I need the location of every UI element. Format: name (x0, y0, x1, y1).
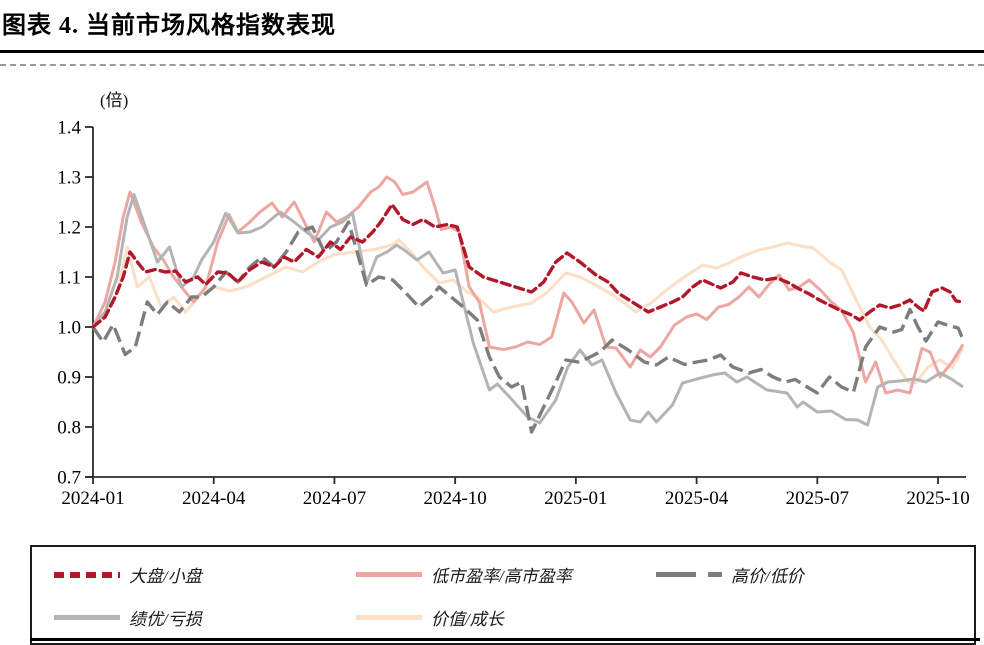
legend-item-bluechip-vs-loss: 绩优/亏损 (54, 596, 356, 639)
series-line-2 (91, 220, 965, 434)
legend-label: 低市盈率/高市盈率 (431, 567, 572, 586)
y-tick-label: 0.8 (57, 418, 81, 439)
legend-item-high-vs-low-price: 高价/低价 (656, 553, 974, 596)
y-tick-label: 0.7 (57, 468, 81, 489)
y-axis-unit-label: (倍) (100, 91, 129, 110)
figure-title: 图表 4. 当前市场风格指数表现 (2, 13, 336, 39)
series-line-0 (91, 202, 965, 329)
y-tick-label: 1.2 (57, 218, 81, 239)
y-tick-label: 1.0 (57, 318, 81, 339)
legend-label: 绩优/亏损 (129, 610, 202, 629)
legend-item-low-vs-high-pe: 低市盈率/高市盈率 (356, 553, 656, 596)
x-tick-label: 2024-04 (182, 488, 246, 509)
x-tick-label: 2024-01 (61, 488, 124, 509)
legend-swatch-large-vs-small-cap (54, 571, 120, 578)
y-tick-label: 1.1 (57, 268, 81, 289)
series-line-1 (91, 175, 965, 395)
legend-swatch-bluechip-vs-loss (54, 615, 120, 620)
legend-swatch-value-vs-growth (356, 615, 422, 620)
y-tick-label: 0.9 (57, 368, 81, 389)
x-tick-label: 2024-07 (303, 488, 366, 509)
y-tick-label: 1.3 (57, 168, 81, 189)
legend-box: 大盘/小盘 低市盈率/高市盈率 高价/低价 绩优/亏损 价值/成长 (30, 545, 976, 645)
legend-swatch-low-vs-high-pe (356, 572, 422, 577)
line-chart: 0.7 0.8 0.9 1.0 1.1 1.2 1.3 1.4 2024-01 2024-04 20… (57, 118, 969, 510)
legend-item-value-vs-growth: 价值/成长 (356, 596, 656, 639)
legend-swatch-high-vs-low-price (656, 572, 722, 577)
x-tick-label: 2024-10 (423, 488, 486, 509)
x-tick-label: 2025-04 (665, 488, 729, 509)
series-line-4 (92, 238, 965, 385)
bottom-rule (30, 638, 980, 641)
legend-label: 价值/成长 (431, 610, 504, 629)
legend-label: 高价/低价 (731, 567, 804, 586)
y-tick-label: 1.4 (57, 118, 81, 139)
title-rule (0, 50, 984, 53)
legend-item-large-vs-small-cap: 大盘/小盘 (54, 553, 356, 596)
x-tick-label: 2025-10 (906, 488, 969, 509)
legend-label: 大盘/小盘 (129, 567, 202, 586)
x-tick-label: 2025-01 (544, 488, 607, 509)
x-tick-label: 2025-07 (786, 488, 849, 509)
series-line-3 (91, 193, 964, 427)
dashed-separator (0, 64, 984, 66)
